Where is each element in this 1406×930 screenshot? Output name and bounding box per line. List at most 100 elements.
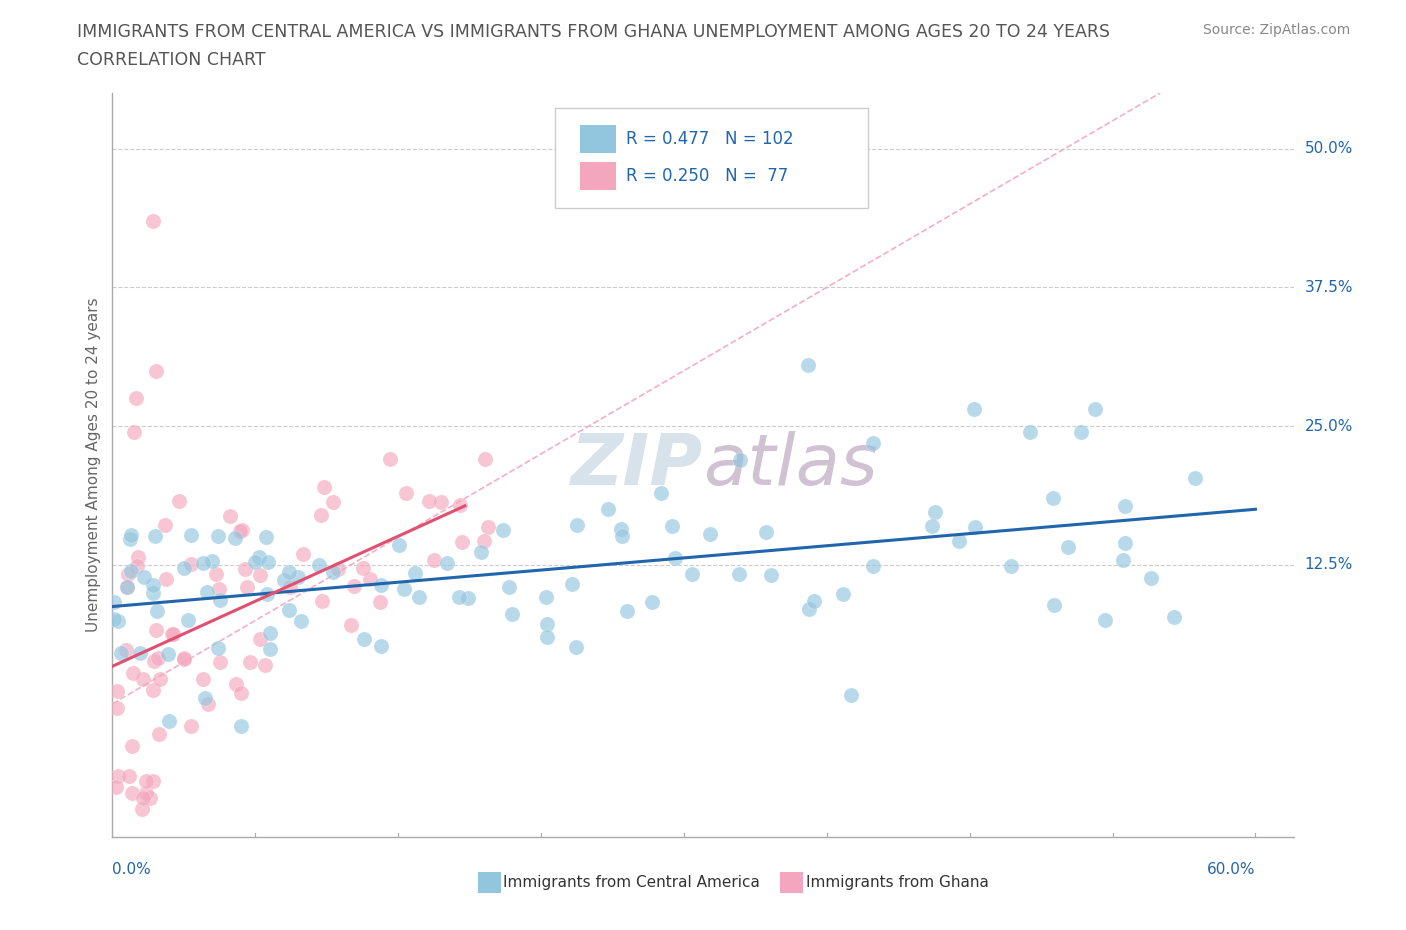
Point (135, 785, 157, 800)
Point (308, 558, 330, 573)
Point (243, 555, 266, 570)
Point (127, 559, 149, 574)
Point (173, 561, 195, 576)
Point (121, 739, 143, 754)
Point (121, 666, 143, 681)
Point (173, 651, 195, 666)
Point (224, 531, 246, 546)
Point (370, 578, 392, 592)
Point (291, 546, 314, 561)
Point (368, 594, 391, 609)
Point (650, 485, 672, 500)
Point (287, 570, 309, 585)
Point (430, 495, 453, 510)
Point (107, 614, 129, 629)
Point (312, 480, 335, 495)
Point (1057, 540, 1080, 555)
Point (352, 561, 374, 576)
Point (155, 572, 177, 587)
Point (191, 671, 214, 686)
Point (121, 785, 143, 800)
Point (610, 521, 633, 536)
Point (115, 643, 138, 658)
Point (256, 587, 278, 602)
FancyBboxPatch shape (581, 125, 616, 153)
Point (799, 601, 821, 616)
Y-axis label: Unemployment Among Ages 20 to 24 years: Unemployment Among Ages 20 to 24 years (86, 298, 101, 632)
Point (492, 523, 515, 538)
Text: R = 0.477   N = 102: R = 0.477 N = 102 (626, 130, 794, 148)
Point (229, 719, 252, 734)
Point (146, 604, 169, 618)
Point (449, 589, 471, 604)
Point (924, 504, 946, 519)
Point (1184, 471, 1206, 485)
Point (249, 631, 271, 646)
Point (155, 517, 177, 532)
Point (135, 774, 157, 789)
Point (103, 595, 125, 610)
Point (142, 683, 165, 698)
Point (167, 494, 190, 509)
Point (451, 535, 474, 550)
Point (1114, 498, 1136, 513)
Point (249, 567, 271, 582)
Point (195, 585, 218, 600)
Point (142, 578, 165, 592)
Point (728, 566, 751, 581)
Point (408, 590, 430, 604)
Text: 25.0%: 25.0% (1305, 418, 1353, 433)
Point (1042, 491, 1064, 506)
Point (565, 640, 588, 655)
Point (259, 626, 281, 641)
Point (143, 654, 166, 669)
Point (107, 700, 129, 715)
Point (120, 527, 142, 542)
Point (353, 632, 375, 647)
Point (157, 646, 180, 661)
Point (142, 774, 165, 789)
Point (311, 593, 333, 608)
Point (218, 509, 240, 524)
Point (110, 645, 132, 660)
Point (107, 768, 129, 783)
Point (449, 498, 471, 512)
Point (117, 579, 139, 594)
Text: 12.5%: 12.5% (1305, 557, 1353, 573)
Point (193, 556, 215, 571)
Point (120, 532, 142, 547)
Point (392, 581, 415, 596)
Point (253, 658, 276, 672)
Point (117, 567, 139, 582)
Text: 60.0%: 60.0% (1206, 862, 1256, 877)
Point (125, 391, 148, 405)
Text: Immigrants from Ghana: Immigrants from Ghana (806, 875, 988, 890)
Point (803, 594, 825, 609)
Point (862, 435, 884, 450)
Point (797, 358, 820, 373)
Point (343, 578, 366, 593)
Point (498, 580, 520, 595)
Point (436, 556, 458, 571)
Point (1070, 424, 1092, 439)
Text: CORRELATION CHART: CORRELATION CHART (77, 51, 266, 69)
Text: Immigrants from Central America: Immigrants from Central America (503, 875, 761, 890)
Point (139, 790, 162, 805)
Point (477, 520, 499, 535)
Point (231, 522, 253, 537)
Point (328, 562, 350, 577)
Point (157, 714, 180, 729)
Point (201, 553, 224, 568)
Point (239, 655, 262, 670)
Text: R = 0.250   N =  77: R = 0.250 N = 77 (626, 167, 789, 185)
Text: Source: ZipAtlas.com: Source: ZipAtlas.com (1202, 23, 1350, 37)
Point (257, 554, 280, 569)
Point (322, 495, 344, 510)
Point (681, 567, 703, 582)
Point (474, 452, 496, 467)
Point (120, 564, 142, 578)
Point (233, 562, 256, 577)
Point (1111, 552, 1133, 567)
Point (236, 579, 259, 594)
Text: IMMIGRANTS FROM CENTRAL AMERICA VS IMMIGRANTS FROM GHANA UNEMPLOYMENT AMONG AGES: IMMIGRANTS FROM CENTRAL AMERICA VS IMMIG… (77, 23, 1111, 41)
